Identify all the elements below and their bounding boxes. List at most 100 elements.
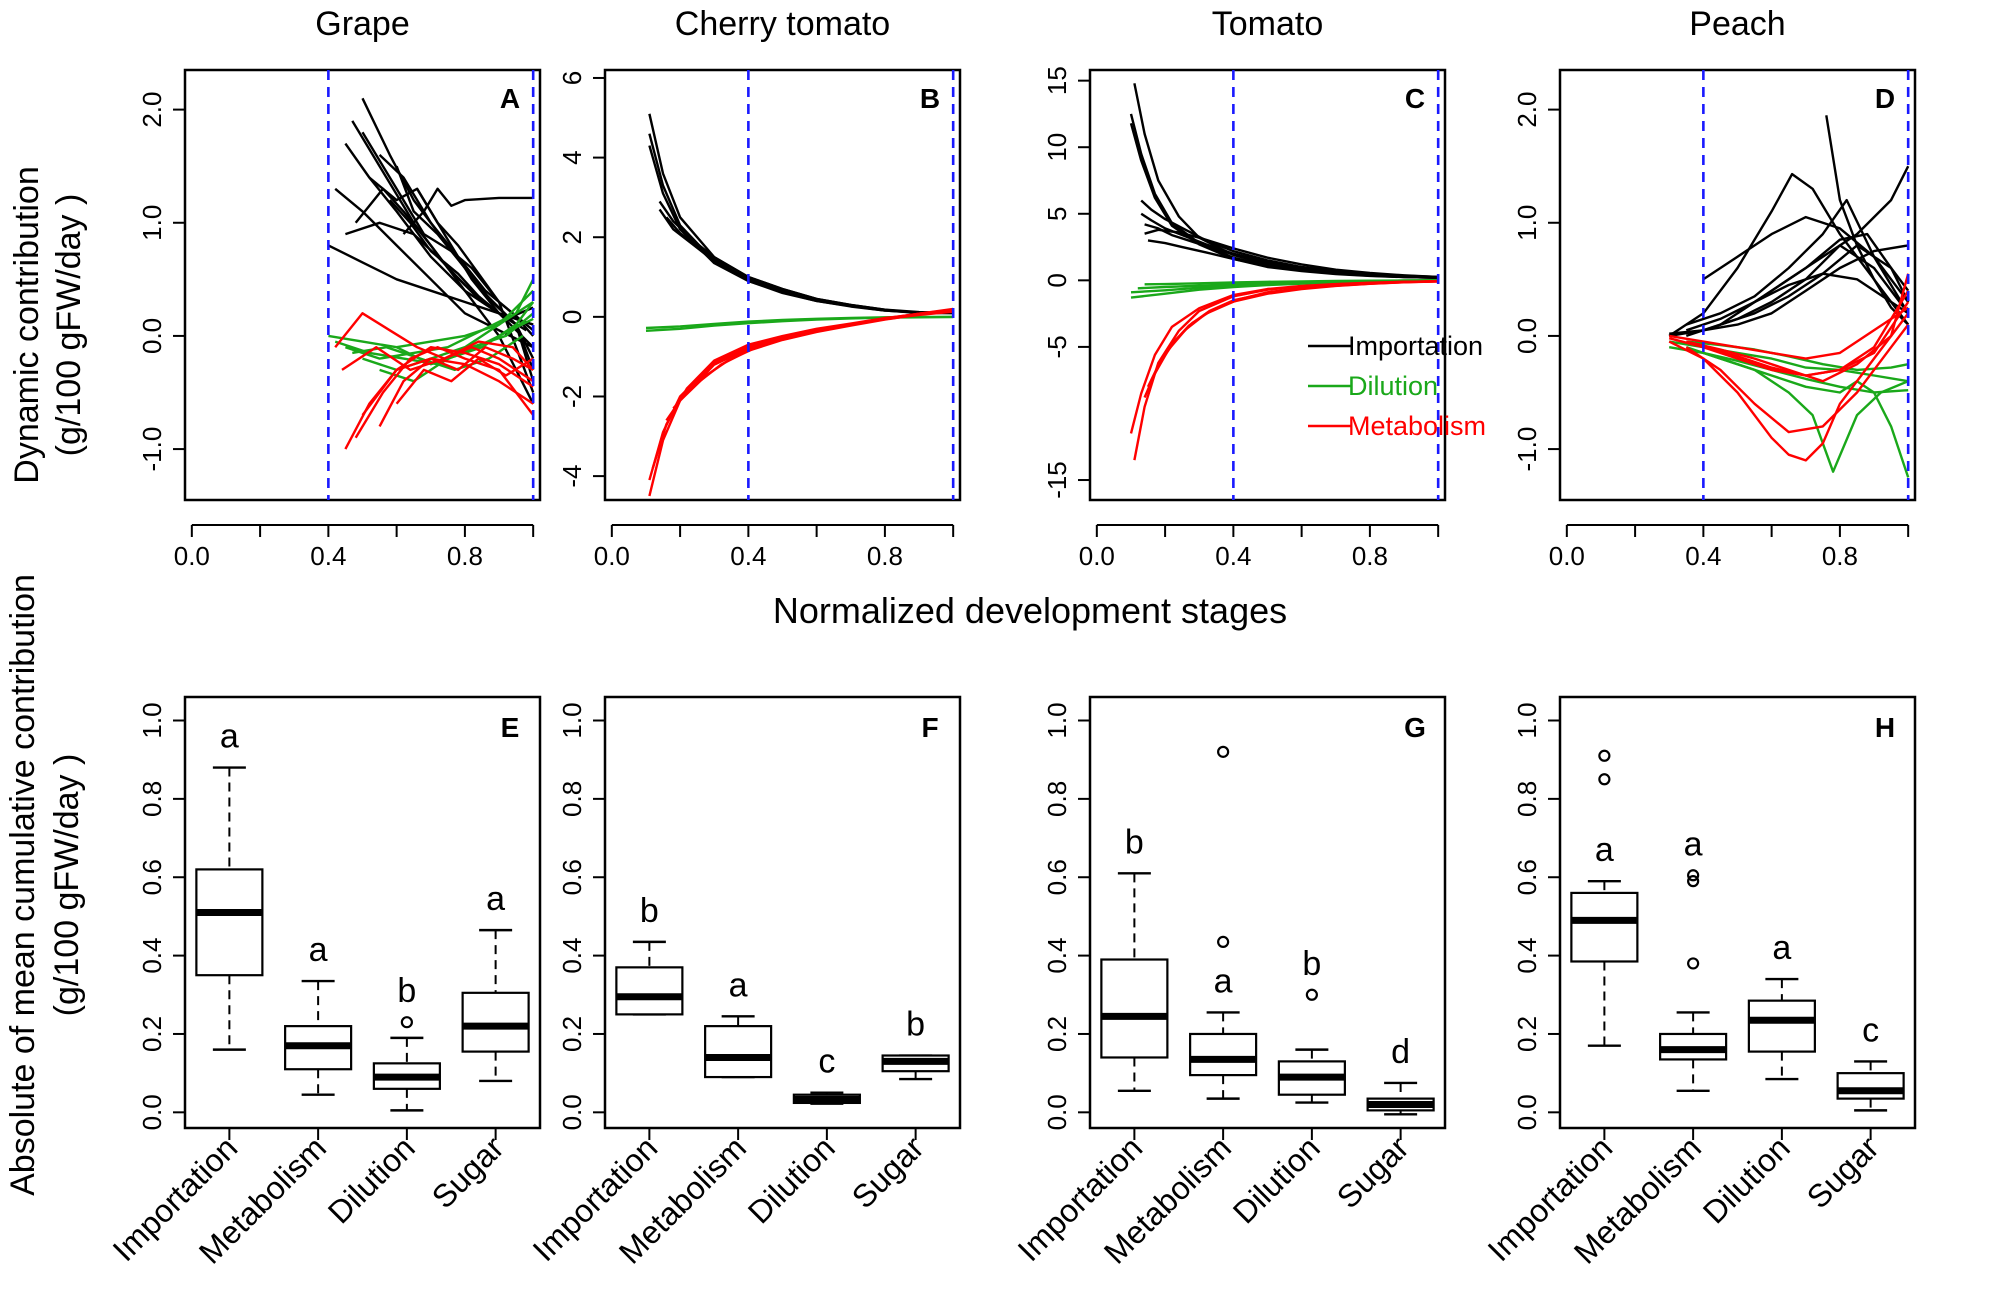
- panel-g-category-label: Sugar: [1330, 1129, 1416, 1215]
- panel-c-title: Tomato: [1212, 5, 1324, 43]
- panel-g-ytick-label: 0.0: [1042, 1094, 1072, 1130]
- panel-e-ytick-label: 0.4: [137, 938, 167, 974]
- panel-d-title: Peach: [1689, 5, 1785, 43]
- panel-d-frame: [1558, 68, 1917, 502]
- panel-f-ytick-label: 0.4: [557, 938, 587, 974]
- bottom-ylabel-line1: Absolute of mean cumulative contribution: [4, 574, 42, 1196]
- panel-f-significance-letter: c: [818, 1043, 835, 1081]
- panel-b-ytick-label: 4: [557, 150, 587, 164]
- panel-f-category-label: Sugar: [845, 1129, 931, 1215]
- panel-b-ytick-label: 2: [557, 230, 587, 244]
- panel-h-category-label: Dilution: [1696, 1129, 1797, 1230]
- panels: Grape -1.0 0.0 1.0 2.0 0.0 0.4 0.8 A Cherry tomat…: [106, 5, 1917, 1271]
- panel-f-significance-letter: a: [729, 966, 748, 1004]
- panel-c-legend-label: Metabolism: [1348, 411, 1486, 441]
- panel-h-outlier: [1687, 875, 1700, 888]
- panel-b-metabolism-curve: [648, 307, 954, 497]
- panel-a-frame: [183, 68, 542, 502]
- panel-g-significance-letter: b: [1125, 823, 1144, 861]
- panel-e-letter: E: [501, 712, 520, 743]
- panel-b-letter: B: [920, 83, 940, 114]
- panel-h-letter: H: [1875, 712, 1895, 743]
- panel-e-ytick-label: 0.6: [137, 859, 167, 895]
- panel-d-letter: D: [1875, 83, 1895, 114]
- panel-c-xtick-label: 0.0: [1079, 541, 1115, 571]
- panel-f-significance-letter: b: [906, 1006, 925, 1044]
- panel-c-xtick-label: 0.4: [1215, 541, 1251, 571]
- panel-b-xtick-label: 0.8: [867, 541, 903, 571]
- panel-c-importation-curve: [1147, 239, 1439, 280]
- panel-b-title: Cherry tomato: [675, 5, 890, 43]
- panel-g-ytick-label: 0.4: [1042, 938, 1072, 974]
- panel-g-box: [1100, 958, 1169, 1059]
- panel-g-category-label: Dilution: [1226, 1129, 1327, 1230]
- panel-a-metabolism-curve: [378, 346, 534, 427]
- panel-h-ytick-label: 0.8: [1512, 781, 1542, 817]
- panel-b-ytick-label: 0: [557, 310, 587, 324]
- panel-f-ytick-label: 0.8: [557, 781, 587, 817]
- panel-f-box: [615, 966, 684, 1016]
- panel-f-significance-letter: b: [640, 892, 659, 930]
- panel-f-category-label: Dilution: [741, 1129, 842, 1230]
- panel-e-significance-letter: a: [220, 718, 239, 756]
- panel-a-ytick-label: 0.0: [137, 318, 167, 354]
- panel-g-significance-letter: a: [1214, 962, 1233, 1000]
- panel-c-frame: [1088, 68, 1447, 502]
- panel-h-box: [1570, 891, 1639, 963]
- panel-c-ytick-label: -15: [1042, 461, 1072, 499]
- panel-g-ytick-label: 0.6: [1042, 859, 1072, 895]
- bottom-ylabel-line2: (g/100 gFW/day ): [48, 754, 86, 1017]
- panel-d-ytick-label: 0.0: [1512, 318, 1542, 354]
- panel-d-importation-curve: [1736, 232, 1910, 315]
- panel-a-ytick-label: 2.0: [137, 92, 167, 128]
- panel-f-letter: F: [921, 712, 938, 743]
- panel-b-ytick-label: 6: [557, 71, 587, 85]
- panel-c-legend-label: Importation: [1348, 331, 1483, 361]
- panel-e-box: [195, 868, 264, 977]
- panel-h-category-label: Sugar: [1800, 1129, 1886, 1215]
- panel-f-ytick-label: 0.2: [557, 1016, 587, 1052]
- panel-b-xtick-label: 0.0: [594, 541, 630, 571]
- panel-d-xtick-label: 0.4: [1685, 541, 1721, 571]
- panel-d-metabolism-curve: [1669, 306, 1909, 360]
- panel-a-dilution-curve: [352, 334, 524, 372]
- panel-g-letter: G: [1404, 712, 1426, 743]
- panel-c-xtick-label: 0.8: [1352, 541, 1388, 571]
- panel-e-category-label: Dilution: [321, 1129, 422, 1230]
- panel-b-xtick-label: 0.4: [730, 541, 766, 571]
- panel-a-dilution-curve: [362, 289, 535, 372]
- panel-f-box: [704, 1025, 773, 1079]
- panel-c-letter: C: [1405, 83, 1425, 114]
- panel-b-importation-curve: [648, 133, 954, 315]
- panel-h-outlier: [1687, 957, 1700, 970]
- panel-d-dilution-curve: [1703, 351, 1910, 478]
- panel-f-ytick-label: 1.0: [557, 702, 587, 738]
- panel-c-importation-curve: [1129, 113, 1439, 279]
- panel-e-box: [461, 991, 530, 1053]
- panel-d-metabolism-curve: [1668, 312, 1910, 462]
- panel-a-letter: A: [500, 83, 520, 114]
- panel-a-xtick-label: 0.0: [174, 541, 210, 571]
- panel-e-significance-letter: a: [486, 880, 505, 918]
- panel-e-ytick-label: 0.2: [137, 1016, 167, 1052]
- panel-a-metabolism-curve: [395, 357, 534, 405]
- panel-d-importation-curve: [1825, 115, 1910, 326]
- panel-h-ytick-label: 0.4: [1512, 938, 1542, 974]
- panel-c-importation-curve: [1129, 122, 1439, 279]
- panel-e-ytick-label: 1.0: [137, 702, 167, 738]
- panel-h-ytick-label: 0.6: [1512, 859, 1542, 895]
- panel-g-outlier: [1305, 988, 1318, 1001]
- panel-d-ytick-label: 1.0: [1512, 205, 1542, 241]
- panel-c-ytick-label: 10: [1042, 133, 1072, 162]
- panel-c-dilution-curve: [1144, 279, 1439, 286]
- panel-d-ytick-label: 2.0: [1512, 92, 1542, 128]
- panel-d-xtick-label: 0.8: [1822, 541, 1858, 571]
- panel-a-metabolism-curve: [361, 346, 534, 416]
- panel-c-ytick-label: 15: [1042, 66, 1072, 95]
- panel-h-ytick-label: 0.0: [1512, 1094, 1542, 1130]
- panel-g-ytick-label: 0.8: [1042, 781, 1072, 817]
- panel-d-importation-curve: [1668, 172, 1910, 337]
- panel-h-significance-letter: a: [1684, 825, 1703, 863]
- panel-g-significance-letter: d: [1391, 1033, 1410, 1071]
- panel-b-importation-curve: [648, 113, 954, 315]
